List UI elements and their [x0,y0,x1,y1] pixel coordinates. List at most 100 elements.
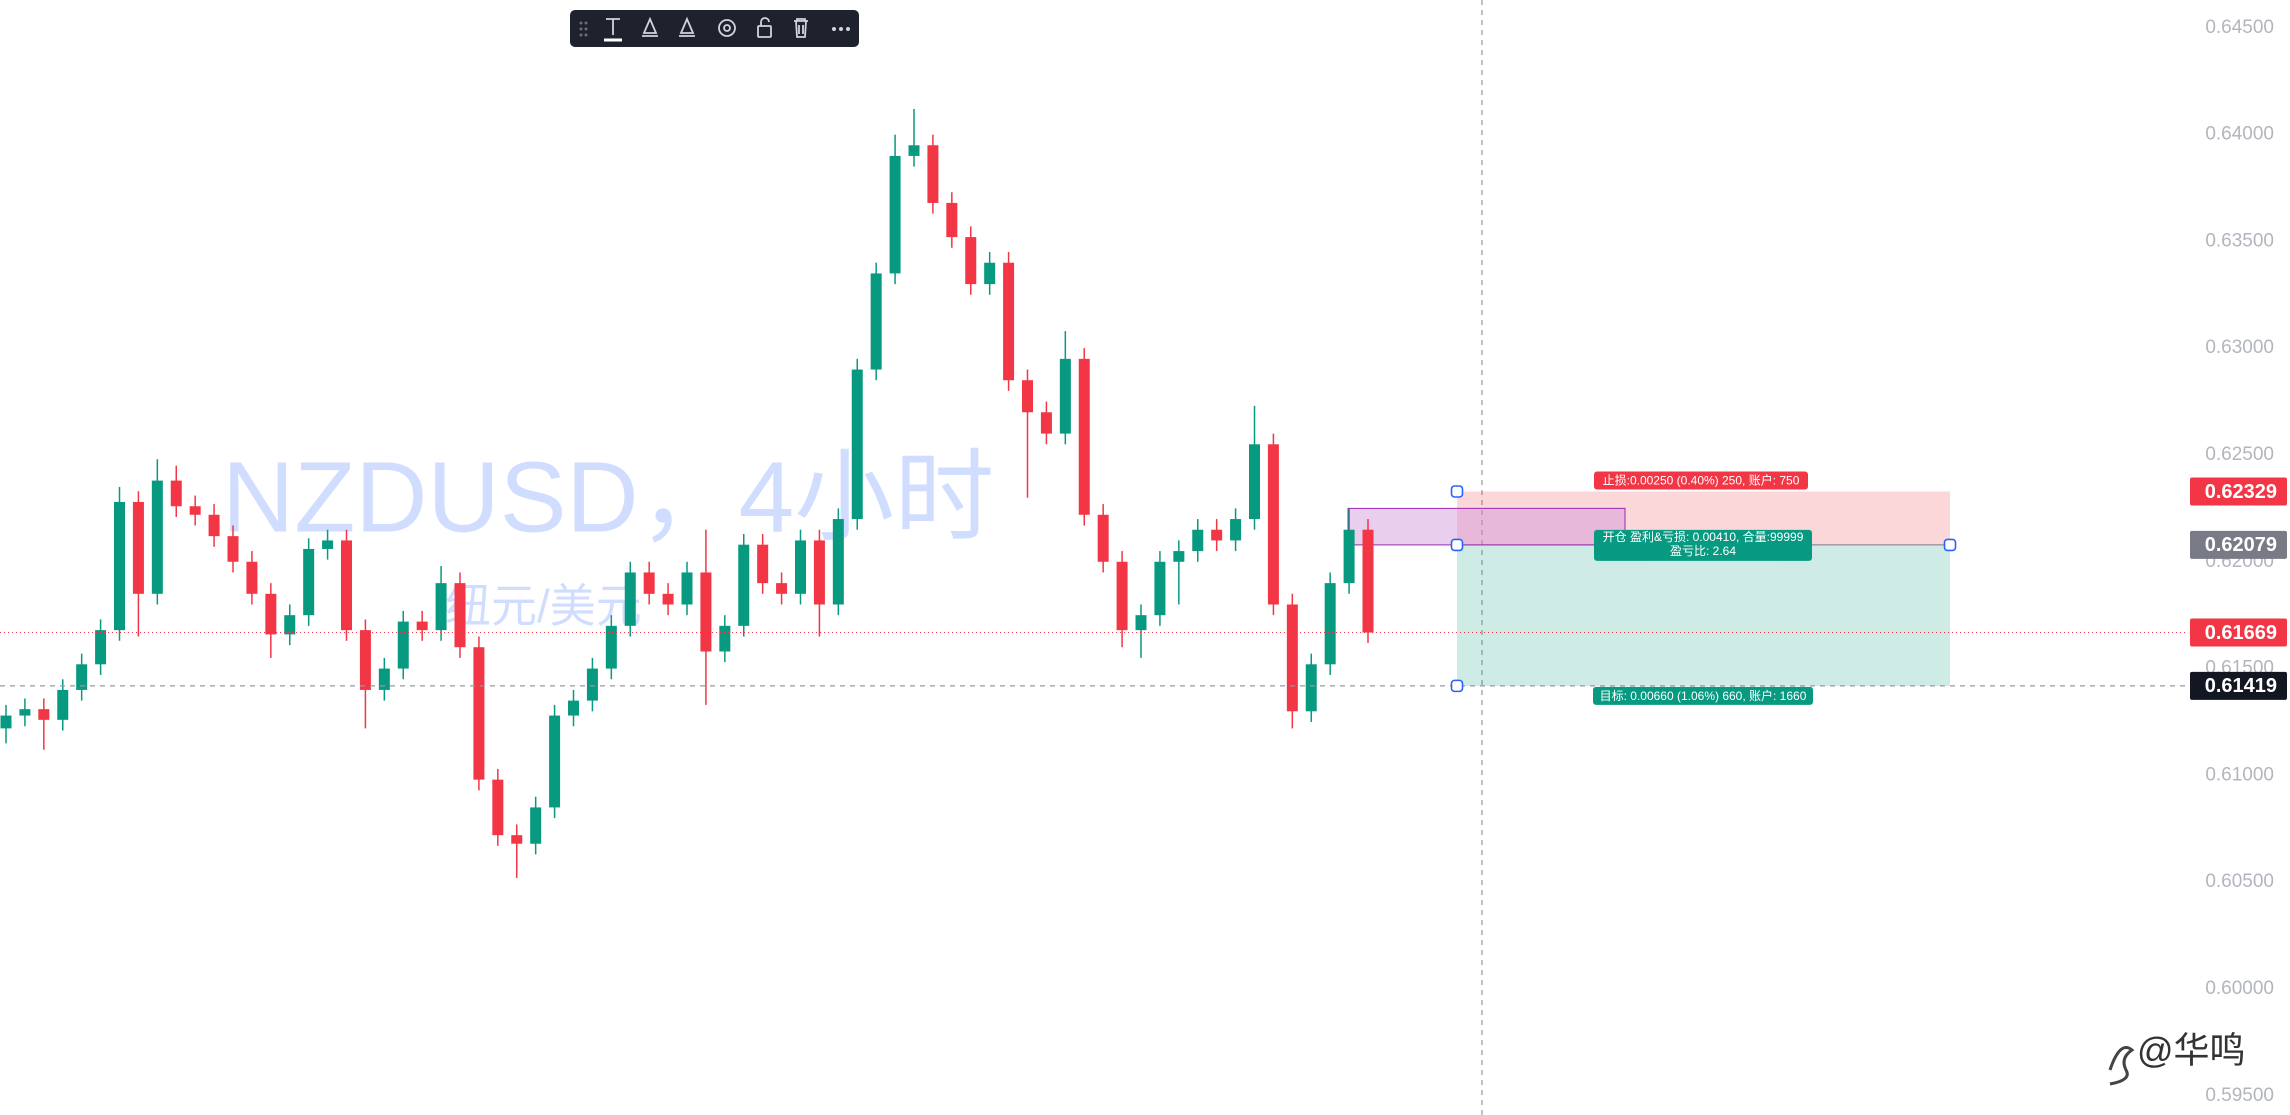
candle-body [549,715,561,808]
candle-body [851,369,863,520]
candle-body [908,145,920,156]
candle-body [662,593,674,605]
candle-body [435,583,447,631]
candle-body [76,664,88,690]
entry-label-bg [1594,529,1812,561]
candle-body [454,583,466,648]
candle-body [757,544,769,584]
candle-body [832,519,844,605]
toolbar-bg [570,10,859,47]
y-tick-label: 0.64000 [2205,124,2274,145]
candle-body [1135,615,1147,631]
y-tick-label: 0.64500 [2205,17,2274,38]
last-price-tag: 0.61669 [2205,622,2277,644]
candle-body [738,544,750,626]
candle-body [605,625,617,669]
target-zone [1457,544,1950,686]
candle-body [1343,529,1355,584]
crosshair-price-tag: 0.61419 [2205,675,2277,697]
candle-body [246,561,258,594]
y-tick-label: 0.59500 [2205,1085,2274,1106]
position-handle[interactable] [1450,485,1464,498]
lock-button[interactable] [757,17,772,38]
watermark-subtitle: 纽元/美元 [445,580,642,632]
candle-body [1022,380,1033,413]
candle-body [322,540,334,549]
drawing-toolbar [570,10,859,47]
position-handle[interactable] [1450,538,1464,552]
candle-body [397,621,409,669]
candle-body [1173,551,1185,562]
watermark-title: NZDUSD，4小时 [222,441,994,553]
candle-body [795,540,806,594]
stop-label: 止损:0.00250 (0.40%) 250, 账户: 750 [1603,473,1800,488]
candle-body [719,625,731,652]
last-price-tag-bg [2190,618,2287,647]
y-tick-label: 0.63000 [2205,337,2274,358]
candle-body [1116,561,1128,631]
candle-body [1211,529,1223,541]
color-button[interactable] [642,16,658,37]
candle-body [95,630,107,665]
candle-body [1286,604,1298,712]
overlays: 止损:0.00250 (0.40%) 250, 账户: 750 开仓 盈利&亏损:… [0,471,2185,705]
candle-body [776,583,788,594]
stop-label-bg [1594,471,1808,490]
candle-body [624,572,636,626]
candle-body [473,647,485,780]
candle-body [38,709,50,720]
candle-body [189,506,201,515]
candle-body [813,540,825,605]
target-label-bg [1593,686,1813,705]
candle-body [0,715,12,729]
candle-body [492,779,504,836]
candle-body [151,480,163,594]
text-tool-button[interactable] [604,18,622,42]
candle-body [341,540,352,631]
settings-button[interactable] [718,19,736,37]
candle-body [1249,444,1260,520]
candle-body [57,689,69,720]
candle-body [1040,412,1052,434]
brand-logo [2108,1046,2135,1086]
y-tick-label: 0.60500 [2205,871,2274,892]
candle-body [303,548,315,616]
candle-body [586,668,598,701]
y-tick-label: 0.62500 [2205,444,2274,465]
brand-watermark: @华鸣 [2108,1030,2246,1086]
candle-body [1078,358,1090,515]
delete-button[interactable] [794,18,808,38]
position-handle[interactable] [1450,679,1464,693]
brand-text: @华鸣 [2137,1030,2246,1071]
candle-body [265,593,277,635]
candle-body [1097,514,1109,562]
entry-price-tag: 0.62079 [2205,534,2277,556]
candle-body [114,501,125,631]
y-tick-label: 0.63500 [2205,230,2274,251]
position-tool[interactable] [1347,491,1950,686]
candle-body [643,572,655,594]
candle-body [378,668,390,690]
candle-body [530,807,542,844]
entry-price-tag-bg [2190,530,2287,559]
ratio-label: 盈亏比: 2.64 [1670,544,1736,558]
y-tick-label: 0.60000 [2205,978,2274,999]
entry-label: 开仓 盈利&亏损: 0.00410, 合量:99999 [1603,529,1804,544]
candle-body [889,155,901,274]
price-axis: 0.595000.600000.605000.610000.615000.620… [2190,17,2287,1106]
line-color-button[interactable] [679,16,695,37]
candle-body [1362,529,1374,633]
more-button[interactable] [832,27,850,31]
candles [0,108,1374,878]
candle-body [416,621,428,631]
candle-body [681,572,693,605]
candle-body [284,615,296,635]
candle-body [927,145,939,203]
position-handle[interactable] [1943,538,1957,552]
crosshair-price-tag-bg [2190,671,2287,700]
candle-body [568,700,579,716]
y-tick-label: 0.61000 [2205,764,2274,785]
